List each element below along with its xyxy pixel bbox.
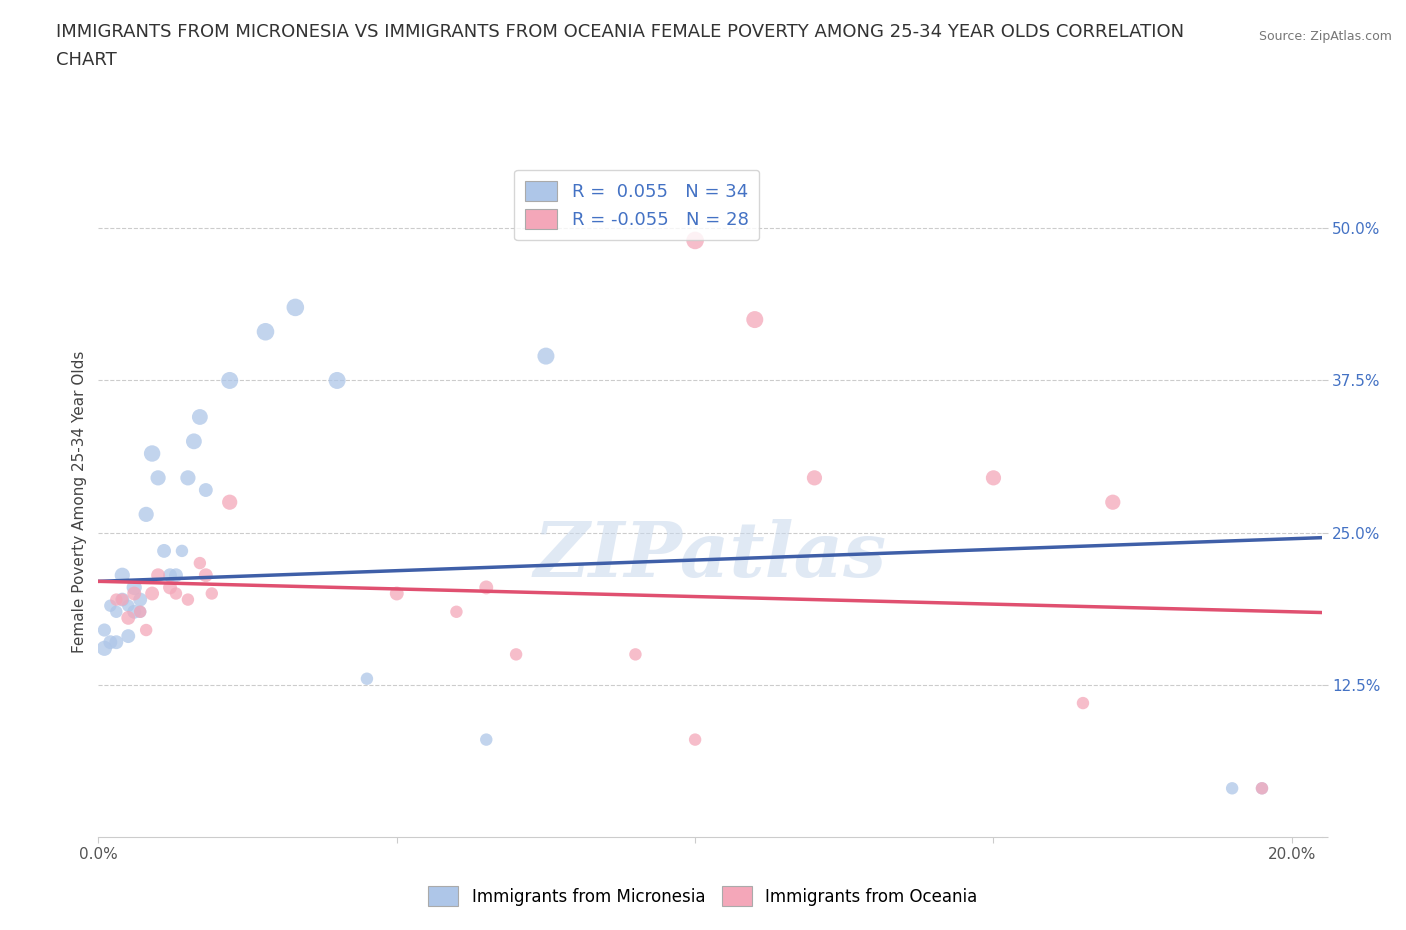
- Point: [129, 604, 152, 619]
- Point: [146, 568, 169, 583]
- Point: [624, 647, 647, 662]
- Point: [744, 312, 766, 327]
- Point: [1071, 696, 1094, 711]
- Point: [983, 471, 1005, 485]
- Point: [326, 373, 349, 388]
- Point: [177, 592, 200, 607]
- Point: [135, 507, 157, 522]
- Legend: R =  0.055   N = 34, R = -0.055   N = 28: R = 0.055 N = 34, R = -0.055 N = 28: [515, 170, 759, 240]
- Point: [122, 604, 145, 619]
- Point: [93, 622, 115, 637]
- Point: [146, 471, 169, 485]
- Point: [803, 471, 825, 485]
- Point: [446, 604, 468, 619]
- Point: [356, 671, 378, 686]
- Point: [475, 580, 498, 595]
- Point: [218, 373, 240, 388]
- Point: [1251, 781, 1274, 796]
- Point: [122, 580, 145, 595]
- Point: [111, 592, 134, 607]
- Point: [1251, 781, 1274, 796]
- Point: [111, 568, 134, 583]
- Point: [170, 543, 193, 558]
- Point: [159, 568, 181, 583]
- Point: [105, 635, 128, 650]
- Point: [683, 732, 706, 747]
- Point: [254, 325, 277, 339]
- Point: [141, 446, 163, 461]
- Point: [98, 598, 121, 613]
- Point: [117, 598, 139, 613]
- Point: [98, 635, 121, 650]
- Point: [165, 586, 187, 601]
- Point: [122, 586, 145, 601]
- Point: [183, 434, 205, 449]
- Point: [141, 586, 163, 601]
- Point: [129, 592, 152, 607]
- Point: [117, 629, 139, 644]
- Text: IMMIGRANTS FROM MICRONESIA VS IMMIGRANTS FROM OCEANIA FEMALE POVERTY AMONG 25-34: IMMIGRANTS FROM MICRONESIA VS IMMIGRANTS…: [56, 23, 1184, 41]
- Point: [111, 592, 134, 607]
- Text: CHART: CHART: [56, 51, 117, 69]
- Point: [188, 409, 211, 424]
- Point: [683, 233, 706, 248]
- Legend: Immigrants from Micronesia, Immigrants from Oceania: Immigrants from Micronesia, Immigrants f…: [422, 880, 984, 912]
- Text: Source: ZipAtlas.com: Source: ZipAtlas.com: [1258, 30, 1392, 43]
- Point: [105, 592, 128, 607]
- Point: [194, 568, 217, 583]
- Point: [105, 604, 128, 619]
- Point: [1220, 781, 1243, 796]
- Point: [505, 647, 527, 662]
- Point: [93, 641, 115, 656]
- Point: [177, 471, 200, 485]
- Y-axis label: Female Poverty Among 25-34 Year Olds: Female Poverty Among 25-34 Year Olds: [72, 351, 87, 654]
- Point: [1101, 495, 1123, 510]
- Point: [165, 568, 187, 583]
- Point: [135, 622, 157, 637]
- Point: [188, 555, 211, 570]
- Point: [117, 610, 139, 625]
- Text: ZIPatlas: ZIPatlas: [533, 519, 887, 592]
- Point: [534, 349, 557, 364]
- Point: [153, 543, 176, 558]
- Point: [194, 483, 217, 498]
- Point: [385, 586, 408, 601]
- Point: [218, 495, 240, 510]
- Point: [201, 586, 224, 601]
- Point: [129, 604, 152, 619]
- Point: [475, 732, 498, 747]
- Point: [159, 580, 181, 595]
- Point: [284, 300, 307, 315]
